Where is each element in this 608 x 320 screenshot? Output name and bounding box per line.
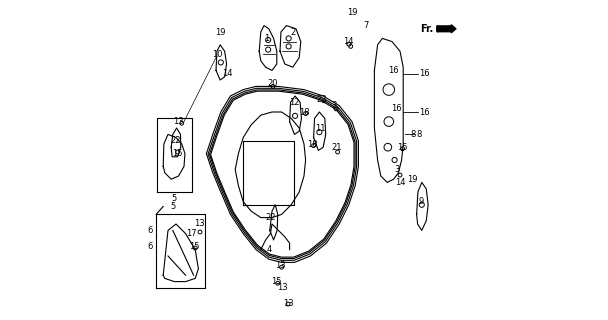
Text: 8: 8 [410,130,415,139]
Text: 3: 3 [332,101,337,110]
Text: 19: 19 [407,175,418,184]
Text: 16: 16 [419,108,430,116]
Text: 15: 15 [172,149,183,158]
Text: 15: 15 [189,242,200,251]
Text: 14: 14 [344,37,354,46]
Text: 13: 13 [173,117,184,126]
Text: 12: 12 [289,98,300,107]
Text: 22: 22 [170,136,181,145]
Text: 1: 1 [264,34,270,43]
Text: 21: 21 [332,143,342,152]
Text: 4: 4 [266,245,271,254]
Text: 16: 16 [419,69,430,78]
Text: 19: 19 [216,28,226,36]
Text: 13: 13 [275,261,285,270]
Text: 19: 19 [347,8,358,17]
Text: 5: 5 [172,194,177,203]
Text: 14: 14 [222,69,232,78]
Text: 14: 14 [395,178,406,187]
FancyArrow shape [437,25,456,33]
Text: 16: 16 [392,104,402,113]
Text: Fr.: Fr. [420,24,434,34]
Text: 13: 13 [283,300,294,308]
Text: 6: 6 [147,242,153,251]
Text: 8: 8 [416,130,421,139]
Text: 22: 22 [265,213,275,222]
Text: 3: 3 [394,165,399,174]
Text: 10: 10 [212,50,223,59]
Text: 9: 9 [418,197,423,206]
Text: 17: 17 [186,229,196,238]
Text: 23: 23 [316,95,327,104]
Text: 16: 16 [389,66,399,75]
Text: 15: 15 [272,277,282,286]
Text: 13: 13 [277,284,288,292]
Text: 13: 13 [195,220,205,228]
Text: 11: 11 [315,124,325,132]
Text: 5: 5 [171,202,176,211]
Text: 18: 18 [299,108,310,116]
Text: 6: 6 [148,226,153,235]
Text: 15: 15 [397,143,408,152]
Text: 7: 7 [364,21,369,30]
Text: 20: 20 [268,79,278,88]
Text: 18: 18 [307,140,318,148]
Text: 2: 2 [290,28,295,36]
